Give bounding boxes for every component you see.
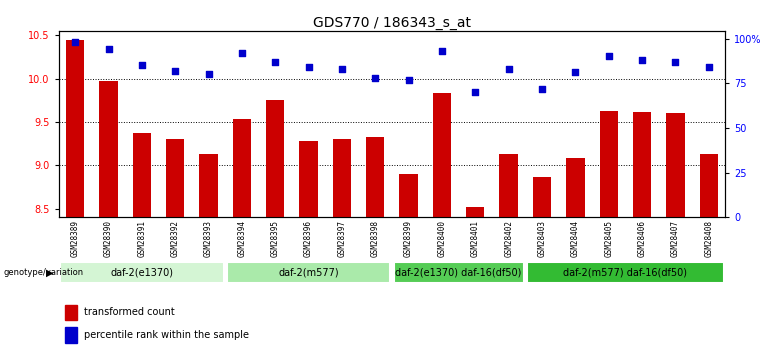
Point [636,57,648,63]
Point [402,77,415,82]
Text: GSM28402: GSM28402 [504,219,513,256]
Point [202,71,215,77]
Text: GSM28401: GSM28401 [471,219,480,256]
Bar [366,137,385,217]
Text: GSM28406: GSM28406 [637,219,647,256]
Bar [60,262,224,284]
Text: genotype/variation: genotype/variation [4,268,84,277]
Point [236,50,248,56]
Bar [66,327,77,343]
Text: GSM28389: GSM28389 [71,219,80,256]
Text: GSM28407: GSM28407 [671,219,680,256]
Point [136,62,148,68]
Text: daf-2(e1370) daf-16(df50): daf-2(e1370) daf-16(df50) [395,268,522,277]
Point [436,48,448,54]
Point [169,68,182,73]
Bar [166,139,184,217]
Bar [666,114,685,217]
Bar [200,154,218,217]
Point [369,75,381,81]
Text: GSM28408: GSM28408 [704,219,713,256]
Point [69,39,81,45]
Text: GSM28393: GSM28393 [204,219,213,256]
Bar [133,133,151,217]
Text: GSM28399: GSM28399 [404,219,413,256]
Point [703,65,715,70]
Point [669,59,682,65]
Bar [527,262,724,284]
Text: daf-2(m577): daf-2(m577) [278,268,339,277]
Text: GSM28391: GSM28391 [137,219,147,256]
Point [536,86,548,91]
Point [502,66,515,72]
Text: GSM28395: GSM28395 [271,219,280,256]
Text: GSM28398: GSM28398 [370,219,380,256]
Bar [227,262,390,284]
Point [303,65,315,70]
Point [102,47,115,52]
Bar [466,207,484,217]
Text: ▶: ▶ [45,268,53,277]
Point [269,59,282,65]
Bar [600,111,618,217]
Text: GSM28403: GSM28403 [537,219,547,256]
Point [569,70,582,75]
Bar [232,119,251,217]
Point [602,53,615,59]
Text: GSM28394: GSM28394 [237,219,246,256]
Point [469,89,481,95]
Text: GSM28404: GSM28404 [571,219,580,256]
Text: daf-2(m577) daf-16(df50): daf-2(m577) daf-16(df50) [563,268,687,277]
Bar [333,139,351,217]
Bar [266,100,285,217]
Title: GDS770 / 186343_s_at: GDS770 / 186343_s_at [313,16,471,30]
Bar [399,174,418,217]
Bar [99,81,118,217]
Bar [300,141,317,217]
Text: percentile rank within the sample: percentile rank within the sample [83,330,249,340]
Point [335,66,348,72]
Text: transformed count: transformed count [83,307,175,317]
Bar [394,262,523,284]
Text: daf-2(e1370): daf-2(e1370) [110,268,173,277]
Bar [633,112,651,217]
Text: GSM28392: GSM28392 [171,219,179,256]
Text: GSM28405: GSM28405 [604,219,613,256]
Text: GSM28396: GSM28396 [304,219,313,256]
Bar [66,305,77,320]
Bar [433,93,451,217]
Text: GSM28390: GSM28390 [104,219,113,256]
Bar [566,158,584,217]
Text: GSM28400: GSM28400 [438,219,446,256]
Bar [499,154,518,217]
Bar [700,154,718,217]
Bar [533,177,551,217]
Text: GSM28397: GSM28397 [338,219,346,256]
Bar [66,40,84,217]
